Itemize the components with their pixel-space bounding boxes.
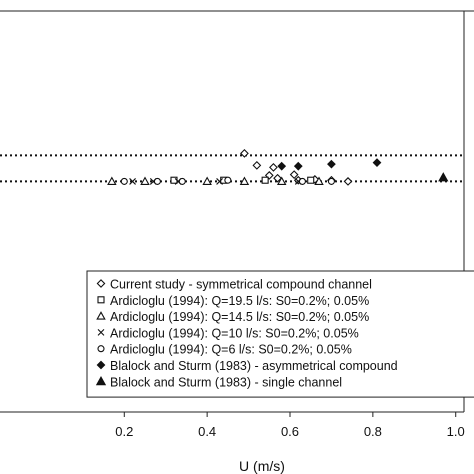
legend-marker [97,296,105,304]
data-point-series-3 [140,176,150,185]
x-axis-label: U (m/s) [239,458,285,474]
x-tick-label: 0.2 [115,424,133,439]
data-point-series-4 [129,178,136,185]
data-point-series-5 [120,177,128,185]
legend: Current study - symmetrical compound cha… [86,270,474,398]
data-point-series-6 [293,161,303,171]
legend-label: Blalock and Sturm (1983) - asymmetrical … [110,359,398,373]
data-point-series-5 [153,177,161,185]
legend-label: Ardicloglu (1994): Q=6 l/s: S0=0.2%; 0.0… [110,343,352,357]
data-point-series-1 [289,170,299,179]
x-tick-label: 0.4 [198,424,216,439]
data-point-series-3 [239,176,250,185]
x-axis-ticks: 0.2 0.4 0.6 0.8 1.0 [115,412,465,439]
data-point-series-6 [327,159,336,169]
data-point-series-3 [314,176,324,185]
x-tick-label: 0.6 [281,424,299,439]
data-point-series-4 [216,178,223,185]
data-point-series-1 [252,161,262,170]
legend-label: Current study - symmetrical compound cha… [110,278,372,292]
data-point-series-1 [269,163,278,172]
data-point-series-3 [202,176,212,185]
x-tick-label: 0.8 [364,424,382,439]
legend-marker [96,360,106,370]
data-point-series-3 [107,176,117,185]
legend-marker [97,345,105,353]
data-point-series-2 [307,176,315,184]
x-tick-label: 1.0 [447,424,465,439]
data-point-series-7 [438,172,449,182]
data-point-series-5 [298,177,306,185]
data-point-series-1 [240,148,249,158]
legend-marker [95,375,107,386]
data-points [107,148,449,186]
legend-label: Blalock and Sturm (1983) - single channe… [110,375,342,389]
data-point-series-5 [327,177,335,185]
legend-box [86,270,474,398]
legend-marker [97,329,105,336]
data-point-series-5 [224,176,232,184]
legend-label: Ardicloglu (1994): Q=14.5 l/s: S0=0.2%; … [110,310,369,324]
data-point-series-3 [276,176,287,185]
data-point-series-6 [372,158,382,167]
data-point-series-6 [277,161,287,171]
legend-marker [96,311,106,320]
reference-lines [0,154,464,183]
data-point-series-2 [261,176,269,184]
data-point-series-2 [170,176,178,184]
legend-label: Ardicloglu (1994): Q=10 l/s: S0=0.2%; 0.… [110,326,359,340]
legend-label: Ardicloglu (1994): Q=19.5 l/s: S0=0.2%; … [110,294,369,308]
legend-marker [96,279,106,288]
data-point-series-1 [273,173,282,183]
data-point-series-5 [178,177,186,185]
data-point-series-1 [343,177,353,186]
